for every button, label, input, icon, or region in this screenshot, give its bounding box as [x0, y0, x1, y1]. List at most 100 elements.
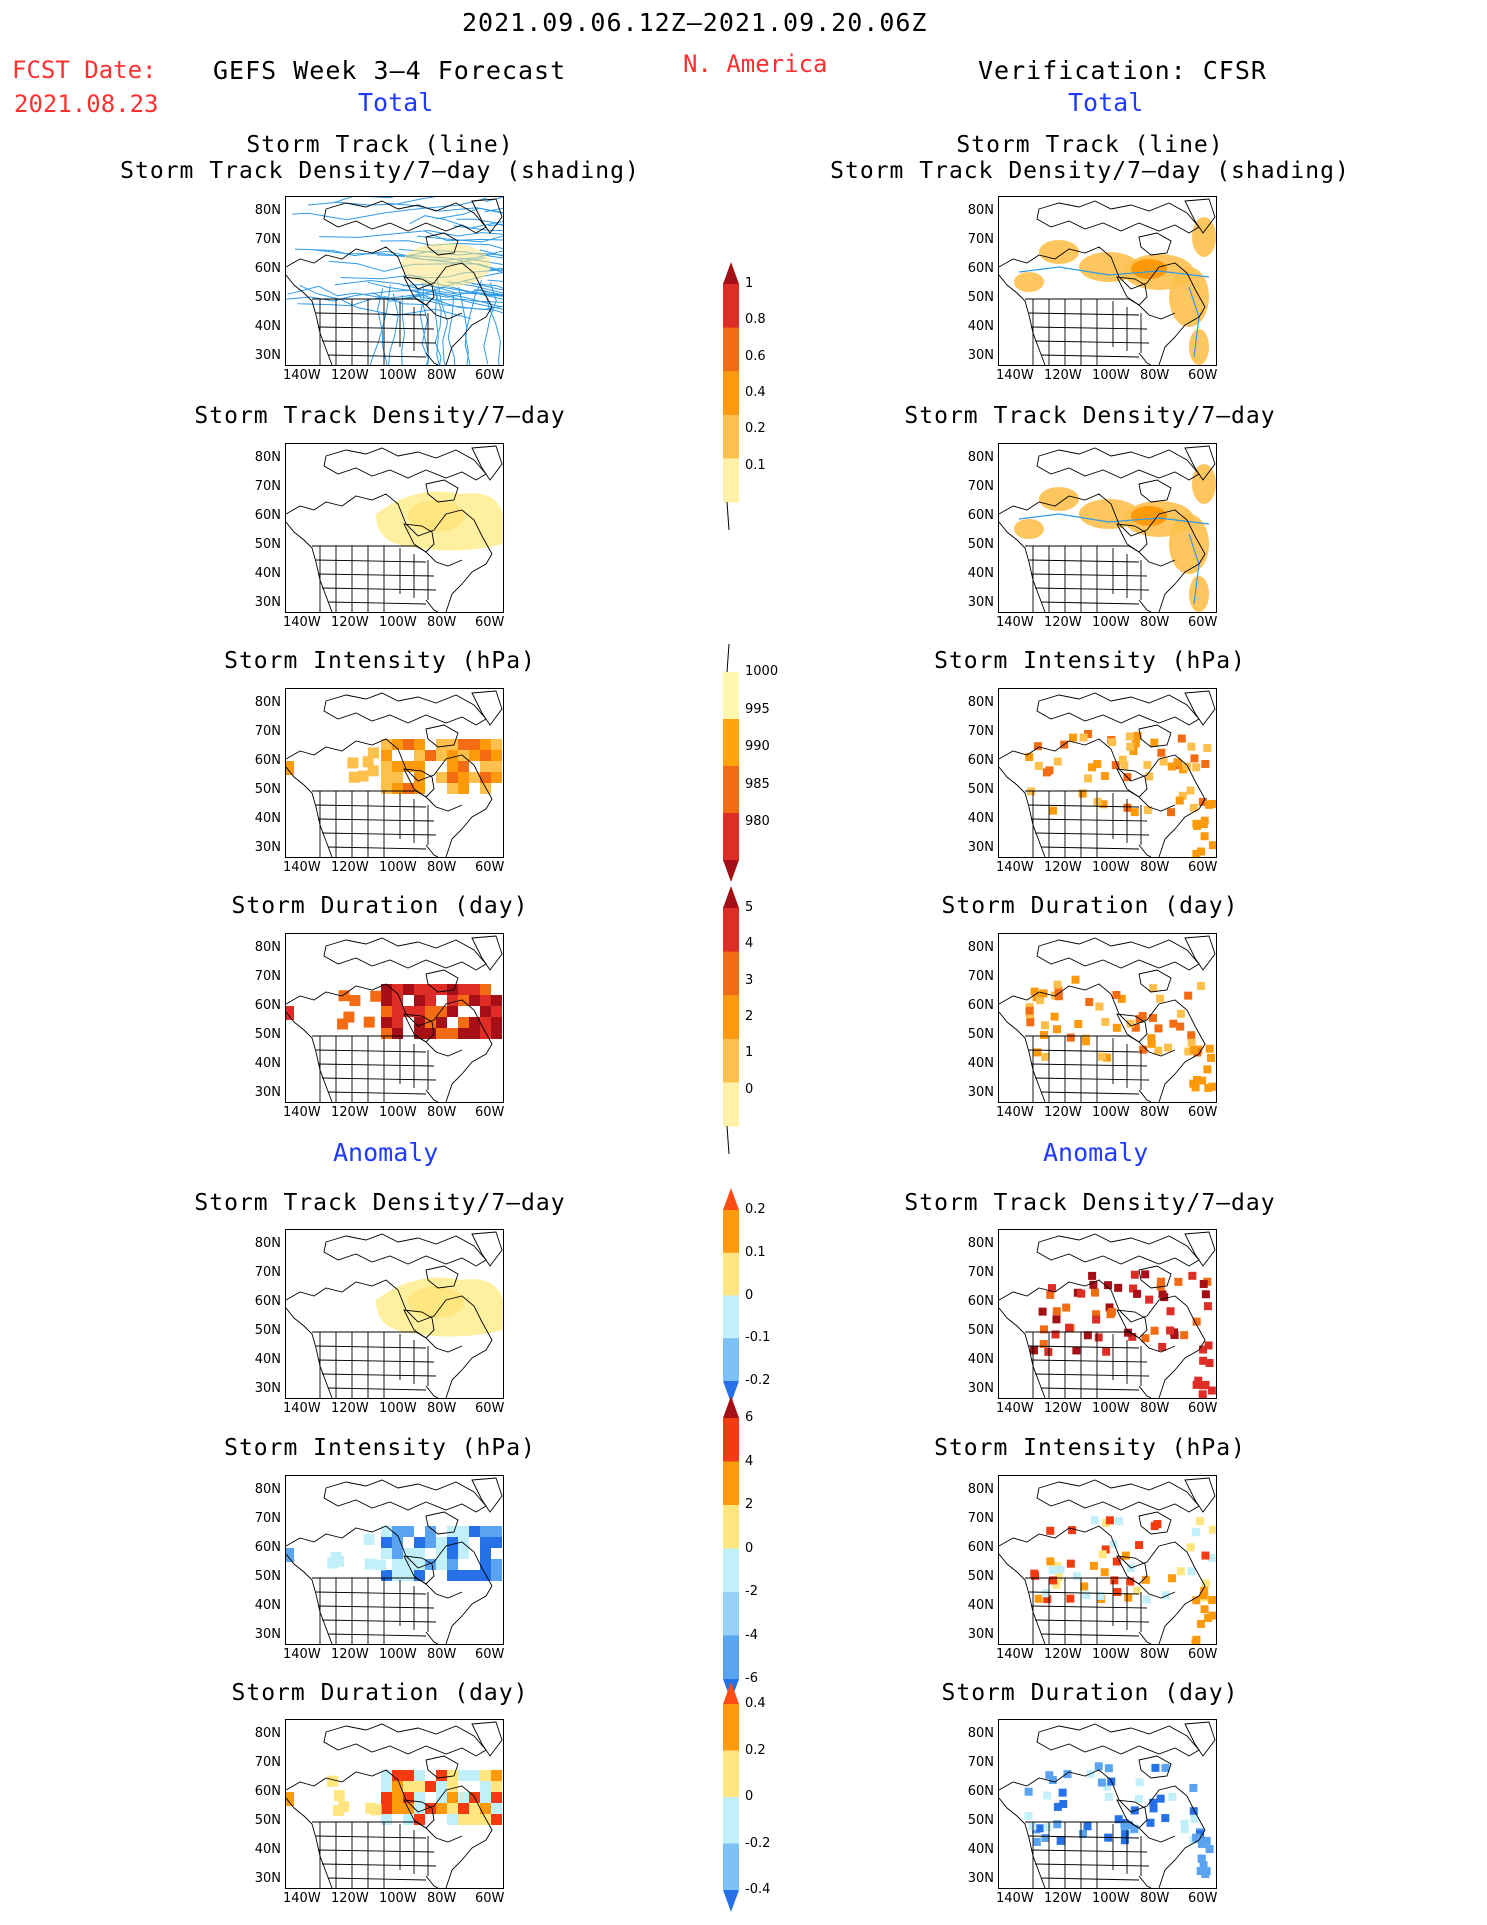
- colorbar-tick-label: 1: [745, 1045, 754, 1061]
- lon-tick-label: 60W: [475, 860, 505, 875]
- lat-tick-label: 70N: [254, 1511, 281, 1526]
- map-verification-row2: [998, 443, 1217, 613]
- lon-tick-label: 100W: [1092, 368, 1130, 383]
- lat-tick-label: 80N: [967, 450, 994, 465]
- fcst-date-value: 2021.08.23: [14, 90, 159, 118]
- lat-tick-label: 70N: [967, 969, 994, 984]
- lat-tick-label: 70N: [967, 479, 994, 494]
- colorbar-tick-label: 0.2: [745, 1742, 766, 1758]
- lat-tick-label: 40N: [254, 1598, 281, 1613]
- colorbar-tick-label: 0: [745, 1287, 754, 1303]
- lat-tick-label: 70N: [254, 724, 281, 739]
- panel-title-l-row4: Storm Duration (day): [231, 893, 529, 919]
- lat-tick-label: 80N: [254, 1482, 281, 1497]
- lon-tick-label: 140W: [283, 368, 321, 383]
- lat-tick-label: 80N: [967, 940, 994, 955]
- lat-tick-label: 40N: [254, 566, 281, 581]
- lat-tick-label: 50N: [967, 290, 994, 305]
- colorbar-tick-label: 0.2: [745, 421, 766, 437]
- panel-title-r-row5: Storm Track Density/7–day: [904, 1190, 1276, 1216]
- lon-tick-label: 140W: [996, 1647, 1034, 1662]
- lon-tick-label: 120W: [331, 1401, 369, 1416]
- lat-tick-label: 50N: [254, 1569, 281, 1584]
- lon-tick-label: 60W: [475, 368, 505, 383]
- panel-title-r-row6: Storm Intensity (hPa): [934, 1435, 1246, 1461]
- lat-tick-label: 30N: [967, 595, 994, 610]
- colorbar-density-total: [723, 262, 739, 531]
- colorbar-tick-label: 990: [745, 739, 770, 755]
- colorbar-tick-label: -0.2: [745, 1373, 771, 1388]
- colorbar-tick-label: 0.8: [745, 312, 766, 328]
- lat-tick-label: 60N: [967, 1540, 994, 1555]
- panel-title-r-row3: Storm Intensity (hPa): [934, 648, 1246, 674]
- lat-tick-label: 30N: [254, 1871, 281, 1886]
- lon-tick-label: 140W: [996, 1105, 1034, 1120]
- map-forecast-row1: [285, 196, 504, 366]
- lat-tick-label: 70N: [967, 1265, 994, 1280]
- panel-title-r-row7: Storm Duration (day): [941, 1680, 1239, 1706]
- lat-tick-label: 80N: [254, 695, 281, 710]
- panel-title-l-row2: Storm Track Density/7–day: [194, 403, 566, 429]
- colorbar-tick-label: 995: [745, 701, 770, 717]
- lon-tick-label: 100W: [1092, 860, 1130, 875]
- lon-tick-label: 100W: [379, 860, 417, 875]
- lon-tick-label: 60W: [1188, 860, 1218, 875]
- lat-tick-label: 30N: [967, 1627, 994, 1642]
- lon-tick-label: 120W: [1044, 1401, 1082, 1416]
- colorbar-tick-label: -0.2: [745, 1835, 771, 1851]
- lon-tick-label: 100W: [379, 1647, 417, 1662]
- map-verification-row7: [998, 1719, 1217, 1889]
- lon-tick-label: 100W: [379, 615, 417, 630]
- colorbar-tick-label: 5: [745, 900, 754, 915]
- colorbar-tick-label: -2: [745, 1584, 758, 1599]
- lon-tick-label: 80W: [1140, 1105, 1170, 1120]
- lat-tick-label: 50N: [254, 290, 281, 305]
- lat-tick-label: 70N: [254, 232, 281, 247]
- lat-tick-label: 50N: [967, 1813, 994, 1828]
- colorbar-density-anom: [723, 1188, 739, 1403]
- lon-tick-label: 60W: [475, 1105, 505, 1120]
- lon-tick-label: 80W: [427, 1647, 457, 1662]
- lon-tick-label: 120W: [1044, 1891, 1082, 1906]
- lon-tick-label: 120W: [331, 368, 369, 383]
- panel-title-l-row1: Storm Track Density/7–day (shading): [120, 158, 640, 184]
- lon-tick-label: 140W: [283, 615, 321, 630]
- lat-tick-label: 50N: [254, 1027, 281, 1042]
- lon-tick-label: 60W: [1188, 1105, 1218, 1120]
- lat-tick-label: 30N: [967, 1871, 994, 1886]
- lon-tick-label: 60W: [1188, 368, 1218, 383]
- lat-tick-label: 30N: [254, 595, 281, 610]
- colorbar-tick-label: 985: [745, 776, 770, 792]
- colorbar-tick-label: -0.4: [745, 1882, 771, 1897]
- left-total-label: Total: [358, 88, 434, 117]
- lat-tick-label: 50N: [967, 1027, 994, 1042]
- right-total-label: Total: [1068, 88, 1144, 117]
- colorbar-tick-label: 0: [745, 1789, 754, 1804]
- period-title: 2021.09.06.12Z–2021.09.20.06Z: [462, 8, 928, 37]
- lon-tick-label: 100W: [1092, 1401, 1130, 1416]
- colorbar-tick-label: -4: [745, 1627, 758, 1643]
- lat-tick-label: 70N: [254, 969, 281, 984]
- lat-tick-label: 40N: [967, 1598, 994, 1613]
- panel-title-r-row4: Storm Duration (day): [941, 893, 1239, 919]
- lat-tick-label: 40N: [254, 1352, 281, 1367]
- lat-tick-label: 80N: [967, 1236, 994, 1251]
- lat-tick-label: 70N: [254, 479, 281, 494]
- lat-tick-label: 80N: [254, 450, 281, 465]
- lon-tick-label: 80W: [427, 1891, 457, 1906]
- panel-title-l-row6: Storm Intensity (hPa): [224, 1435, 536, 1461]
- lat-tick-label: 40N: [967, 811, 994, 826]
- map-verification-row4: [998, 933, 1217, 1103]
- lon-tick-label: 140W: [283, 1891, 321, 1906]
- map-verification-row5: [998, 1229, 1217, 1399]
- lon-tick-label: 140W: [996, 368, 1034, 383]
- lat-tick-label: 40N: [967, 1842, 994, 1857]
- lat-tick-label: 70N: [967, 1511, 994, 1526]
- lat-tick-label: 60N: [254, 261, 281, 276]
- lon-tick-label: 120W: [1044, 615, 1082, 630]
- lat-tick-label: 30N: [254, 840, 281, 855]
- lon-tick-label: 100W: [379, 1105, 417, 1120]
- lon-tick-label: 80W: [427, 860, 457, 875]
- lat-tick-label: 70N: [254, 1265, 281, 1280]
- colorbar-tick-label: 4: [745, 1453, 754, 1469]
